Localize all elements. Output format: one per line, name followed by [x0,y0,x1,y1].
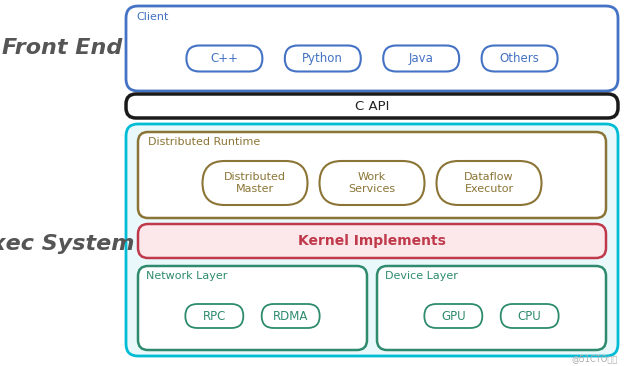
FancyBboxPatch shape [203,161,308,205]
Text: RPC: RPC [203,310,226,322]
Text: Java: Java [409,52,433,65]
FancyBboxPatch shape [482,45,557,71]
FancyBboxPatch shape [377,266,606,350]
Text: Distributed Runtime: Distributed Runtime [148,137,260,147]
FancyBboxPatch shape [501,304,559,328]
FancyBboxPatch shape [425,304,482,328]
FancyBboxPatch shape [285,45,361,71]
Text: RDMA: RDMA [273,310,308,322]
Text: C API: C API [355,100,389,112]
Text: Client: Client [136,12,169,22]
Text: Distributed
Master: Distributed Master [224,172,286,194]
Text: Work
Services: Work Services [348,172,396,194]
Text: Others: Others [499,52,540,65]
Text: C++: C++ [210,52,238,65]
FancyBboxPatch shape [437,161,542,205]
Text: Kernel Implements: Kernel Implements [298,234,446,248]
FancyBboxPatch shape [186,45,262,71]
Text: Python: Python [303,52,343,65]
FancyBboxPatch shape [138,224,606,258]
FancyBboxPatch shape [262,304,320,328]
FancyBboxPatch shape [186,304,243,328]
Text: Network Layer: Network Layer [146,271,227,281]
Text: Dataflow
Executor: Dataflow Executor [464,172,514,194]
Text: GPU: GPU [441,310,465,322]
Text: Front End: Front End [2,37,122,57]
Text: Device Layer: Device Layer [385,271,458,281]
FancyBboxPatch shape [126,6,618,91]
FancyBboxPatch shape [126,94,618,118]
Text: Exec System: Exec System [0,234,134,254]
FancyBboxPatch shape [138,132,606,218]
Text: @51CTO博客: @51CTO博客 [572,354,618,363]
FancyBboxPatch shape [383,45,459,71]
FancyBboxPatch shape [126,124,618,356]
FancyBboxPatch shape [138,266,367,350]
Text: CPU: CPU [518,310,542,322]
FancyBboxPatch shape [320,161,425,205]
